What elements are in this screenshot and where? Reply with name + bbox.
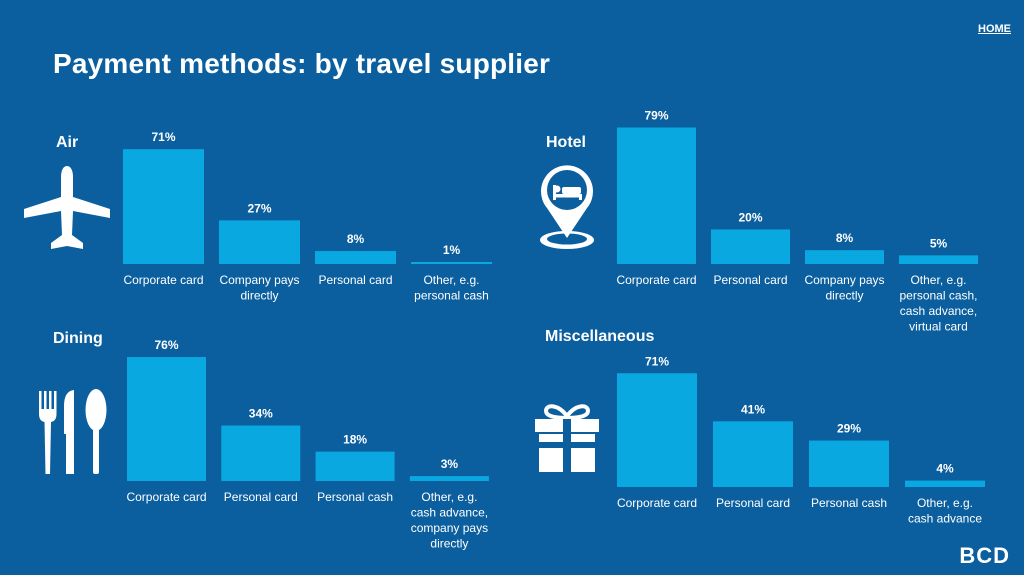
air-category-label-corporate-card: Corporate card [123,273,203,287]
miscellaneous-value-label-personal-cash: 29% [837,422,861,436]
hotel-bar-corporate-card [617,127,696,264]
miscellaneous-value-label-personal-card: 41% [741,402,765,416]
air-value-label-corporate-card: 71% [151,130,175,144]
dining-bar-personal-card [221,425,301,481]
hotel-value-label-personal-card: 20% [738,210,762,224]
hotel-bar-other-e-g-personal-cash-cash-advance-virtual-card [899,255,978,264]
air-value-label-company-pays-directly: 27% [247,201,271,215]
miscellaneous-bar-personal-cash [809,440,889,487]
hotel-value-label-company-pays-directly: 8% [836,231,854,245]
miscellaneous-bar-personal-card [713,421,793,487]
miscellaneous-category-label-personal-cash: Personal cash [811,496,887,510]
dining-value-label-corporate-card: 76% [154,338,178,352]
miscellaneous-bar-corporate-card [617,373,697,487]
air-value-label-personal-card: 8% [347,232,365,246]
dining-category-label-other-e-g-cash-advance-company-pays-directly: Other, e.g. cash advance, company pays dire… [411,490,488,551]
miscellaneous-bar-other-e-g-cash-advance [905,480,985,487]
miscellaneous-category-label-other-e-g-cash-advance: Other, e.g. cash advance [908,496,982,526]
page-title: Payment methods: by travel supplier [53,48,551,79]
hotel-value-label-other-e-g-personal-cash-cash-advance-virtual-card: 5% [930,236,948,250]
hotel-category-label-personal-card: Personal card [713,273,787,287]
airplane-icon [24,166,110,249]
gift-icon [535,404,599,472]
home-link[interactable]: HOME [978,23,1011,35]
air-value-label-other-e-g-personal-cash: 1% [443,243,461,257]
miscellaneous-category-label-personal-card: Personal card [716,496,790,510]
dining-value-label-other-e-g-cash-advance-company-pays-directly: 3% [441,457,459,471]
hotel-value-label-corporate-card: 79% [644,108,668,122]
air-bar-other-e-g-personal-cash [411,262,492,264]
air-bar-company-pays-directly [219,220,300,264]
miscellaneous-value-label-other-e-g-cash-advance: 4% [936,462,954,476]
bcd-logo: BCD [959,543,1010,568]
section-title-air: Air [56,134,79,151]
dining-category-label-personal-cash: Personal cash [317,490,393,504]
dining-bar-corporate-card [127,357,206,481]
air-bar-corporate-card [123,149,204,264]
hotel-category-label-other-e-g-personal-cash-cash-advance-virtual-card: Other, e.g. personal cash, cash advance, vi… [899,273,977,334]
dining-category-label-personal-card: Personal card [224,490,298,504]
dining-bar-personal-cash [315,451,395,481]
hotel-category-label-corporate-card: Corporate card [616,273,696,287]
dining-category-label-corporate-card: Corporate card [126,490,206,504]
section-title-dining: Dining [53,330,103,347]
hotel-bar-company-pays-directly [805,250,884,264]
miscellaneous-category-label-corporate-card: Corporate card [617,496,697,510]
dining-value-label-personal-cash: 18% [343,433,367,447]
air-category-label-other-e-g-personal-cash: Other, e.g. personal cash [414,273,489,303]
cutlery-icon [39,389,107,474]
dining-value-label-personal-card: 34% [249,407,273,421]
section-title-miscellaneous: Miscellaneous [545,328,655,345]
hotel-bed-pin-icon [540,165,594,249]
air-category-label-company-pays-directly: Company pays directly [219,273,299,303]
miscellaneous-value-label-corporate-card: 71% [645,354,669,368]
dining-bar-other-e-g-cash-advance-company-pays-directly [409,476,489,481]
air-category-label-personal-card: Personal card [318,273,392,287]
hotel-bar-personal-card [711,229,790,264]
air-bar-personal-card [315,251,396,264]
section-title-hotel: Hotel [546,134,586,151]
hotel-category-label-company-pays-directly: Company pays directly [804,273,884,303]
